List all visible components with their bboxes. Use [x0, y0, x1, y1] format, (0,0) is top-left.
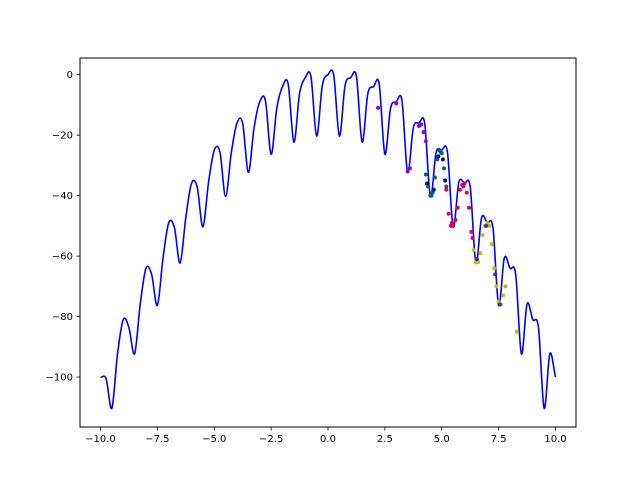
sample-point-1-3: [430, 190, 435, 195]
sample-point-5-2: [493, 272, 498, 277]
sample-point-3-1: [446, 211, 451, 216]
x-axis: −10.0 −7.5 −5.0 −2.5 0.0 2.5 5.0 7.5 10.0: [85, 427, 567, 445]
data-layer: [100, 69, 557, 410]
y-tick-label-5: −100: [46, 373, 73, 384]
sample-point-3-12: [470, 235, 475, 240]
sample-point-3-13: [450, 220, 454, 225]
x-tick-label-2: −5.0: [202, 434, 226, 445]
x-tick-label-7: 7.5: [491, 434, 507, 445]
sample-point-4-15: [514, 329, 519, 334]
sample-point-0-7: [423, 139, 428, 144]
sample-point-1-11: [438, 149, 443, 154]
sample-point-3-4: [453, 217, 458, 222]
sample-point-5-3: [497, 302, 502, 307]
sample-point-4-6: [485, 220, 490, 225]
x-tick-label-8: 10.0: [544, 434, 566, 445]
sample-point-1-5: [435, 157, 440, 162]
y-tick-label-4: −80: [52, 312, 73, 323]
x-tick-label-1: −7.5: [145, 434, 169, 445]
x-tick-label-4: 0.0: [320, 434, 336, 445]
sample-point-3-3: [451, 223, 456, 228]
sample-point-4-11: [496, 299, 501, 304]
sample-point-1-10: [429, 193, 434, 198]
sample-point-4-9: [492, 266, 497, 271]
sample-point-1-9: [444, 184, 449, 189]
sample-point-2-3: [440, 157, 445, 162]
sample-point-2-4: [443, 178, 448, 183]
x-tick-label-0: −10.0: [85, 434, 116, 445]
sample-point-2-0: [424, 181, 429, 186]
sample-point-1-1: [426, 184, 431, 189]
sample-point-0-1: [394, 101, 399, 106]
sample-point-0-0: [376, 105, 381, 110]
sample-point-4-7: [487, 223, 492, 228]
sample-point-3-5: [455, 205, 460, 210]
sample-point-1-0: [423, 172, 428, 177]
sample-point-4-10: [494, 284, 499, 289]
sample-point-4-13: [501, 293, 506, 298]
sample-point-3-0: [444, 187, 449, 192]
sample-point-3-8: [462, 181, 467, 186]
sample-point-3-11: [469, 229, 474, 234]
sample-point-1-4: [432, 175, 437, 180]
sample-point-3-10: [467, 205, 472, 210]
sample-point-3-6: [457, 187, 462, 192]
y-tick-label-1: −20: [52, 131, 73, 142]
y-axis: 0 −20 −40 −60 −80 −100: [46, 70, 80, 384]
sample-point-4-0: [471, 248, 476, 253]
sample-point-1-8: [442, 166, 447, 171]
sample-point-0-3: [407, 166, 412, 171]
sample-point-5-1: [484, 223, 489, 228]
sample-point-4-3: [478, 251, 483, 256]
sample-point-4-2: [476, 260, 481, 265]
x-tick-label-5: 2.5: [377, 434, 393, 445]
sample-point-2-2: [436, 154, 441, 159]
sample-point-3-9: [464, 190, 469, 195]
sample-point-4-14: [503, 284, 508, 289]
sample-point-0-6: [421, 130, 426, 135]
y-tick-label-3: −60: [52, 252, 73, 263]
sample-point-4-8: [489, 242, 494, 247]
y-tick-label-0: 0: [67, 70, 73, 81]
x-tick-label-3: −2.5: [259, 434, 283, 445]
sample-point-2-1: [431, 187, 436, 192]
sample-point-4-4: [480, 232, 485, 237]
sample-point-0-2: [405, 169, 410, 174]
sample-point-5-0: [475, 257, 480, 262]
y-tick-label-2: −40: [52, 191, 73, 202]
series-line: [100, 69, 557, 410]
sample-point-0-5: [419, 122, 424, 127]
sample-point-3-14: [461, 184, 466, 189]
x-tick-label-6: 5.0: [434, 434, 450, 445]
